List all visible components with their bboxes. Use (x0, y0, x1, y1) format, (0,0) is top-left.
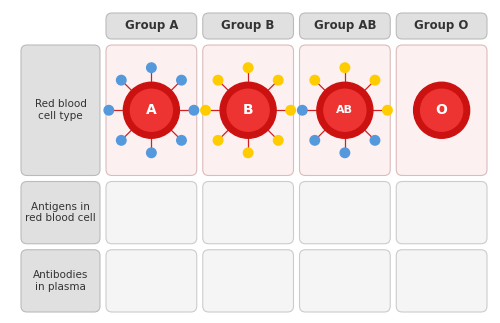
Circle shape (227, 89, 269, 131)
Text: Red blood
cell type: Red blood cell type (34, 99, 86, 121)
Circle shape (124, 82, 180, 138)
Circle shape (274, 136, 283, 145)
Circle shape (176, 136, 186, 145)
Text: O: O (436, 103, 448, 117)
Circle shape (244, 148, 253, 158)
Circle shape (201, 106, 210, 115)
Circle shape (116, 136, 126, 145)
FancyBboxPatch shape (106, 182, 197, 244)
Circle shape (310, 136, 320, 145)
FancyBboxPatch shape (300, 45, 390, 175)
Text: Group AB: Group AB (314, 19, 376, 33)
Circle shape (220, 82, 276, 138)
FancyBboxPatch shape (396, 182, 487, 244)
FancyBboxPatch shape (21, 45, 100, 175)
Circle shape (340, 63, 349, 72)
Circle shape (146, 148, 156, 158)
Circle shape (286, 106, 296, 115)
FancyBboxPatch shape (396, 13, 487, 39)
Circle shape (317, 82, 373, 138)
Circle shape (130, 89, 172, 131)
Circle shape (116, 75, 126, 85)
FancyBboxPatch shape (21, 250, 100, 312)
FancyBboxPatch shape (300, 13, 390, 39)
FancyBboxPatch shape (300, 250, 390, 312)
Circle shape (310, 75, 320, 85)
FancyBboxPatch shape (203, 250, 294, 312)
Circle shape (244, 63, 253, 72)
FancyBboxPatch shape (106, 250, 197, 312)
Text: Group A: Group A (124, 19, 178, 33)
FancyBboxPatch shape (203, 45, 294, 175)
FancyBboxPatch shape (396, 250, 487, 312)
FancyBboxPatch shape (21, 182, 100, 244)
Circle shape (214, 136, 223, 145)
Circle shape (274, 75, 283, 85)
FancyBboxPatch shape (106, 13, 197, 39)
Circle shape (420, 89, 463, 131)
Circle shape (104, 106, 114, 115)
Text: B: B (243, 103, 254, 117)
Circle shape (414, 82, 470, 138)
Text: AB: AB (336, 105, 353, 115)
Circle shape (370, 75, 380, 85)
Circle shape (324, 89, 366, 131)
Circle shape (298, 106, 307, 115)
FancyBboxPatch shape (203, 13, 294, 39)
FancyBboxPatch shape (106, 45, 197, 175)
Text: Antibodies
in plasma: Antibodies in plasma (33, 270, 88, 292)
FancyBboxPatch shape (396, 45, 487, 175)
Circle shape (176, 75, 186, 85)
FancyBboxPatch shape (300, 182, 390, 244)
Text: Antigens in
red blood cell: Antigens in red blood cell (25, 202, 96, 224)
Circle shape (340, 148, 349, 158)
Text: A: A (146, 103, 157, 117)
Circle shape (146, 63, 156, 72)
Circle shape (370, 136, 380, 145)
Text: Group B: Group B (222, 19, 275, 33)
FancyBboxPatch shape (203, 182, 294, 244)
Circle shape (214, 75, 223, 85)
Circle shape (189, 106, 198, 115)
Circle shape (382, 106, 392, 115)
Text: Group O: Group O (414, 19, 469, 33)
